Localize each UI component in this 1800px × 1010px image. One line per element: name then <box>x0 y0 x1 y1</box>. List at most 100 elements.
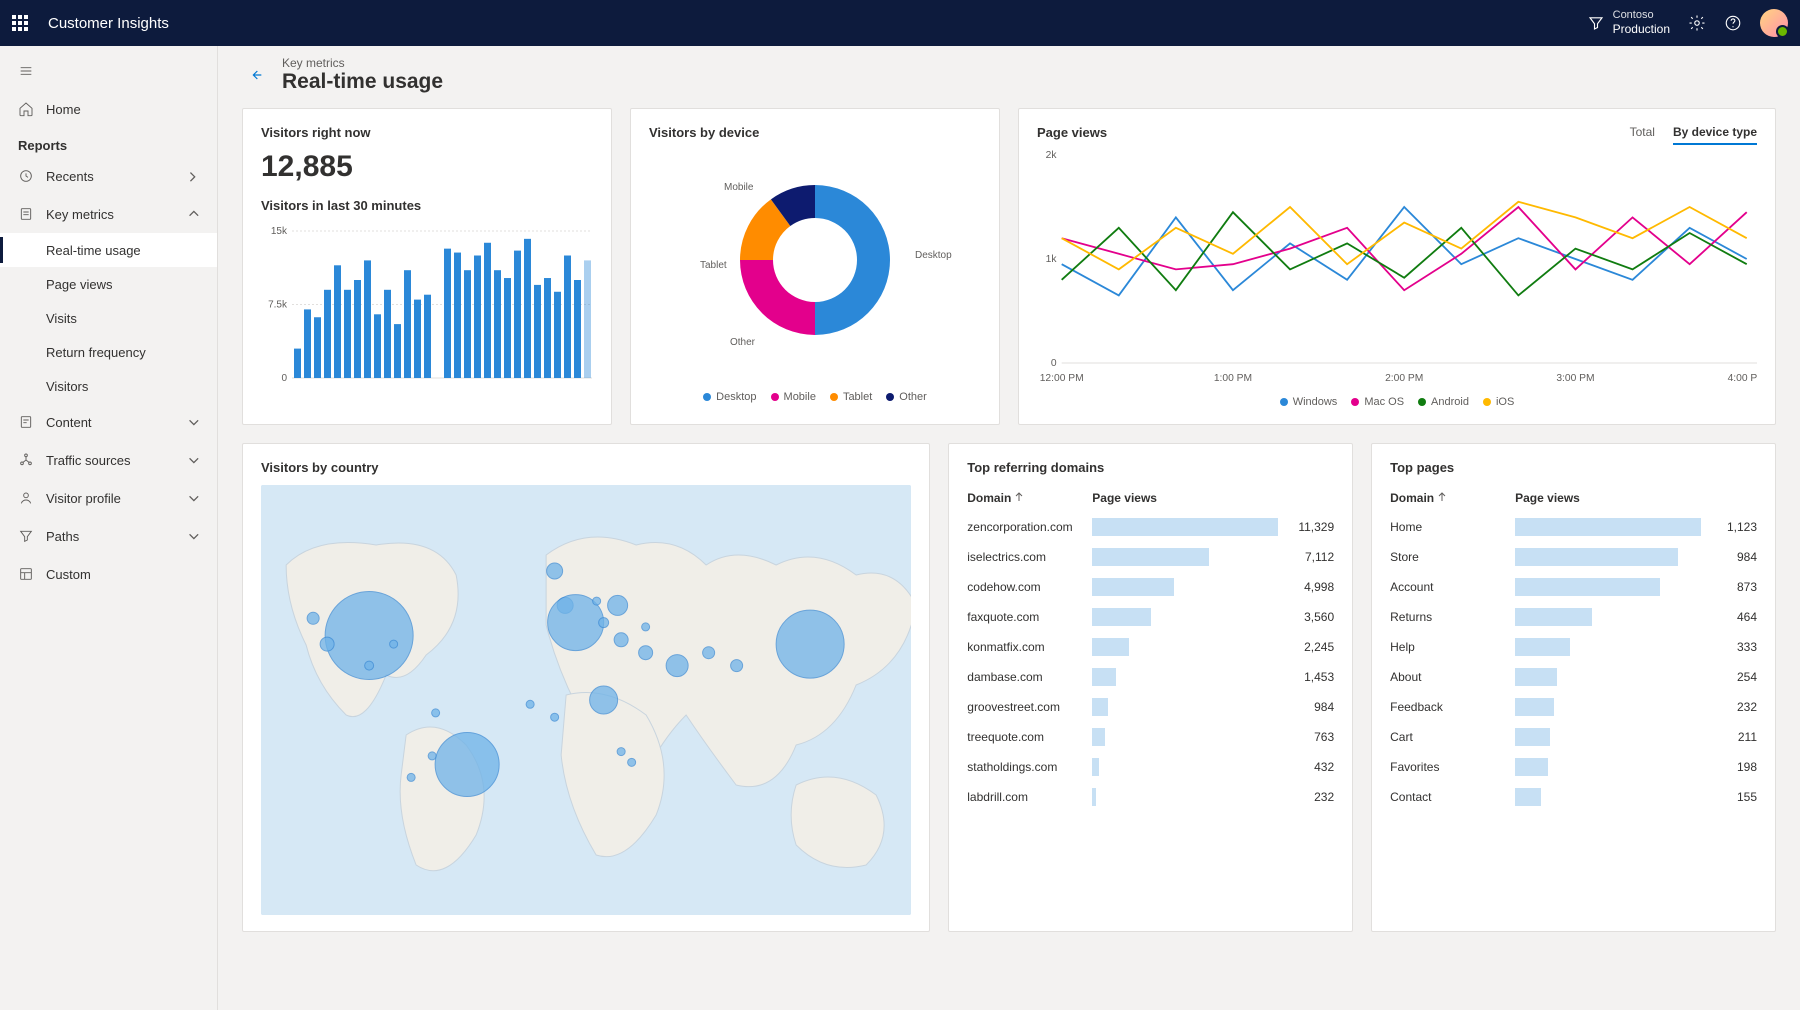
sidebar-item-label: Visitors <box>46 379 88 394</box>
table-row[interactable]: Help 333 <box>1390 632 1757 662</box>
chevron-right-icon <box>187 170 199 182</box>
svg-text:Mobile: Mobile <box>724 182 754 193</box>
row-value: 873 <box>1709 580 1757 594</box>
card-page-views: Page views TotalBy device type 2k1k012:0… <box>1018 108 1776 425</box>
row-domain: dambase.com <box>967 670 1092 684</box>
table-row[interactable]: Account 873 <box>1390 572 1757 602</box>
table-row[interactable]: statholdings.com 432 <box>967 752 1334 782</box>
table-row[interactable]: Home 1,123 <box>1390 512 1757 542</box>
row-value: 1,453 <box>1286 670 1334 684</box>
sidebar-item-visitors[interactable]: Visitors <box>0 369 217 403</box>
env-name: Production <box>1613 22 1670 36</box>
nav-section-reports: Reports <box>0 128 217 157</box>
nav-home[interactable]: Home <box>0 90 217 128</box>
sidebar-item-label: Paths <box>46 529 79 544</box>
sidebar-item-custom[interactable]: Custom <box>0 555 217 593</box>
row-bar <box>1092 638 1129 656</box>
row-bar <box>1092 698 1108 716</box>
sidebar-item-content[interactable]: Content <box>0 403 217 441</box>
row-domain: faxquote.com <box>967 610 1092 624</box>
row-bar <box>1092 578 1174 596</box>
legend-item: Windows <box>1280 396 1338 408</box>
layout-icon <box>18 566 34 582</box>
table-row[interactable]: konmatfix.com 2,245 <box>967 632 1334 662</box>
tab-by-device-type[interactable]: By device type <box>1673 125 1757 145</box>
sidebar-item-label: Real-time usage <box>46 243 141 258</box>
legend-item: Other <box>886 391 927 403</box>
table-row[interactable]: Store 984 <box>1390 542 1757 572</box>
table-row[interactable]: Contact 155 <box>1390 782 1757 812</box>
row-domain: zencorporation.com <box>967 520 1092 534</box>
row-bar <box>1092 518 1278 536</box>
row-bar <box>1092 728 1105 746</box>
table-row[interactable]: Feedback 232 <box>1390 692 1757 722</box>
nav-hamburger[interactable] <box>0 52 217 90</box>
table-row[interactable]: treequote.com 763 <box>967 722 1334 752</box>
row-value: 4,998 <box>1286 580 1334 594</box>
help-icon[interactable] <box>1724 14 1742 32</box>
sidebar-item-paths[interactable]: Paths <box>0 517 217 555</box>
row-value: 1,123 <box>1709 520 1757 534</box>
row-domain: Help <box>1390 640 1515 654</box>
row-domain: Favorites <box>1390 760 1515 774</box>
tab-total[interactable]: Total <box>1630 125 1655 145</box>
sidebar-item-visitor-profile[interactable]: Visitor profile <box>0 479 217 517</box>
table-row[interactable]: codehow.com 4,998 <box>967 572 1334 602</box>
table-row[interactable]: zencorporation.com 11,329 <box>967 512 1334 542</box>
sidebar-item-label: Visits <box>46 311 77 326</box>
visitors-now-title: Visitors right now <box>261 125 593 140</box>
sidebar-item-visits[interactable]: Visits <box>0 301 217 335</box>
row-bar <box>1515 728 1550 746</box>
table-row[interactable]: iselectrics.com 7,112 <box>967 542 1334 572</box>
row-domain: codehow.com <box>967 580 1092 594</box>
row-domain: iselectrics.com <box>967 550 1092 564</box>
funnel-icon <box>18 528 34 544</box>
sidebar-item-key-metrics[interactable]: Key metrics <box>0 195 217 233</box>
sidebar-item-page-views[interactable]: Page views <box>0 267 217 301</box>
row-value: 2,245 <box>1286 640 1334 654</box>
table-row[interactable]: Cart 211 <box>1390 722 1757 752</box>
row-value: 211 <box>1709 730 1757 744</box>
row-domain: Home <box>1390 520 1515 534</box>
refdom-col-views[interactable]: Page views <box>1092 491 1157 505</box>
settings-icon[interactable] <box>1688 14 1706 32</box>
sidebar-item-recents[interactable]: Recents <box>0 157 217 195</box>
sidebar-item-label: Key metrics <box>46 207 114 222</box>
svg-text:4:00 PM: 4:00 PM <box>1728 373 1757 384</box>
refdom-col-domain[interactable]: Domain <box>967 491 1011 505</box>
svg-text:7.5k: 7.5k <box>268 300 288 311</box>
svg-text:2k: 2k <box>1046 150 1058 161</box>
pageviews-tabs: Total By device type <box>1630 125 1757 145</box>
environment-picker[interactable]: Contoso Production <box>1587 9 1670 37</box>
table-row[interactable]: groovestreet.com 984 <box>967 692 1334 722</box>
row-bar <box>1515 668 1557 686</box>
svg-text:3:00 PM: 3:00 PM <box>1556 373 1594 384</box>
table-row[interactable]: About 254 <box>1390 662 1757 692</box>
table-row[interactable]: faxquote.com 3,560 <box>967 602 1334 632</box>
person-icon <box>18 490 34 506</box>
toppages-col-domain[interactable]: Domain <box>1390 491 1434 505</box>
row-domain: treequote.com <box>967 730 1092 744</box>
table-row[interactable]: labdrill.com 232 <box>967 782 1334 812</box>
legend-label: Windows <box>1293 396 1338 408</box>
sidebar-item-return-frequency[interactable]: Return frequency <box>0 335 217 369</box>
sidebar: Home Reports Recents Key metrics Real-ti… <box>0 46 218 1010</box>
legend-item: Android <box>1418 396 1469 408</box>
pageviews-legend: WindowsMac OSAndroidiOS <box>1037 396 1757 408</box>
row-domain: labdrill.com <box>967 790 1092 804</box>
row-value: 155 <box>1709 790 1757 804</box>
table-row[interactable]: Returns 464 <box>1390 602 1757 632</box>
visitors-now-value: 12,885 <box>261 150 593 184</box>
toppages-col-views[interactable]: Page views <box>1515 491 1580 505</box>
sidebar-item-traffic-sources[interactable]: Traffic sources <box>0 441 217 479</box>
back-button[interactable] <box>242 61 270 89</box>
app-launcher-icon[interactable] <box>12 15 28 31</box>
row-value: 432 <box>1286 760 1334 774</box>
user-avatar[interactable] <box>1760 9 1788 37</box>
sidebar-item-real-time-usage[interactable]: Real-time usage <box>0 233 217 267</box>
row-domain: Returns <box>1390 610 1515 624</box>
row-value: 232 <box>1709 700 1757 714</box>
svg-text:Tablet: Tablet <box>700 260 727 271</box>
table-row[interactable]: Favorites 198 <box>1390 752 1757 782</box>
table-row[interactable]: dambase.com 1,453 <box>967 662 1334 692</box>
